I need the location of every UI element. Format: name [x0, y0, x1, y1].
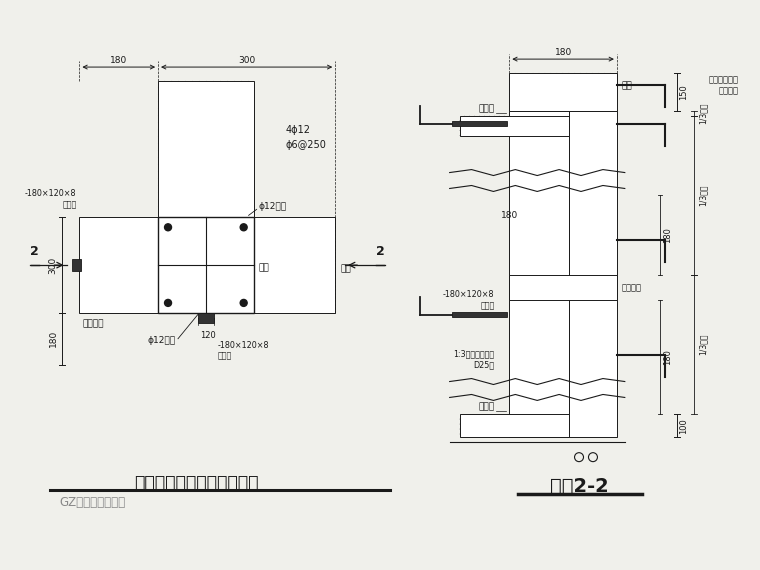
- Text: 1/3层高: 1/3层高: [698, 185, 708, 206]
- Bar: [158, 81, 254, 217]
- Bar: [509, 111, 569, 437]
- Text: 2: 2: [30, 245, 39, 258]
- Circle shape: [240, 299, 247, 307]
- Text: 180: 180: [663, 227, 672, 243]
- Text: 剖面2-2: 剖面2-2: [549, 477, 609, 496]
- Text: 300: 300: [238, 56, 255, 65]
- Text: 4ϕ12: 4ϕ12: [286, 125, 311, 135]
- Text: 180: 180: [49, 330, 58, 347]
- Circle shape: [165, 299, 172, 307]
- Text: 圈梁: 圈梁: [258, 263, 269, 272]
- Text: GZ－阴角加构造柱: GZ－阴角加构造柱: [59, 496, 125, 509]
- Bar: [509, 275, 617, 300]
- Text: ϕ12拉杆: ϕ12拉杆: [148, 336, 176, 345]
- Text: -180×120×8
钢板垫: -180×120×8 钢板垫: [25, 189, 77, 209]
- Text: 有贯通拉杆时
此板取消: 有贯通拉杆时 此板取消: [708, 75, 738, 95]
- Text: 150: 150: [679, 84, 689, 100]
- Bar: [509, 73, 617, 111]
- Text: 180: 180: [555, 48, 572, 57]
- Bar: [71, 259, 81, 271]
- Bar: [80, 217, 158, 313]
- Text: 混凝土键: 混凝土键: [622, 283, 641, 292]
- Circle shape: [165, 224, 172, 231]
- Text: -180×120×8
钢板垫: -180×120×8 钢板垫: [218, 341, 269, 361]
- Text: 180: 180: [110, 56, 128, 65]
- Bar: [254, 217, 335, 313]
- Text: 180: 180: [501, 211, 518, 220]
- Text: 混凝土键: 混凝土键: [82, 320, 104, 329]
- Text: 180: 180: [663, 349, 672, 365]
- Text: 圈梁: 圈梁: [622, 81, 632, 90]
- Circle shape: [240, 224, 247, 231]
- Bar: [158, 217, 254, 313]
- Text: 2: 2: [375, 245, 385, 258]
- Bar: [460, 414, 569, 437]
- Bar: [460, 116, 569, 136]
- Text: 新增构造柱与墙体连接详图: 新增构造柱与墙体连接详图: [134, 474, 258, 492]
- Bar: [451, 312, 508, 317]
- Bar: [569, 111, 617, 437]
- Text: 300: 300: [49, 256, 58, 274]
- Text: 100: 100: [679, 418, 689, 434]
- Bar: [451, 121, 508, 126]
- Text: 圈梁: 圈梁: [340, 264, 351, 273]
- Text: 楼板面: 楼板面: [478, 402, 495, 412]
- Text: 120: 120: [200, 331, 216, 340]
- Text: ϕ12拉杆: ϕ12拉杆: [258, 202, 287, 211]
- Text: 1:3水泥砂浆填实
D25孔: 1:3水泥砂浆填实 D25孔: [453, 349, 495, 369]
- Text: ϕ6@250: ϕ6@250: [286, 140, 326, 150]
- Text: 1/3层高: 1/3层高: [698, 334, 708, 356]
- Text: 1/3层高: 1/3层高: [698, 103, 708, 124]
- Text: -180×120×8
钢板垫: -180×120×8 钢板垫: [443, 290, 495, 310]
- Bar: [198, 313, 214, 323]
- Text: 楼板底: 楼板底: [478, 104, 495, 113]
